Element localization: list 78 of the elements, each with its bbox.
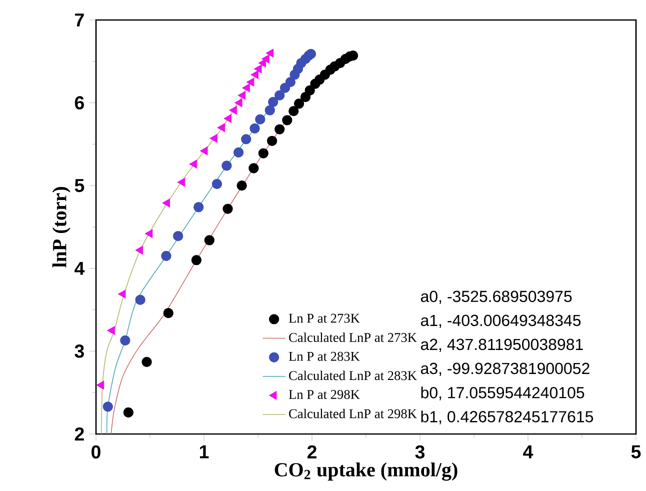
point: [294, 98, 304, 109]
point: [96, 380, 104, 390]
point: [123, 407, 134, 418]
point: [120, 335, 130, 346]
point: [210, 134, 218, 143]
y-axis-title: lnP (torr): [52, 187, 70, 268]
y-tick-label: 3: [74, 344, 84, 358]
x-tick-label: 1: [200, 445, 209, 458]
point: [246, 78, 254, 87]
legend-label: Ln P at 273K: [288, 314, 360, 323]
x-tick-label: 4: [523, 445, 534, 458]
y-tick-label: 7: [75, 14, 84, 26]
annotation: a1, -403.00649348345: [420, 314, 581, 328]
y-tick-label: 6: [74, 96, 84, 110]
point: [266, 48, 274, 58]
point: [144, 229, 153, 238]
legend-label: Ln P at 283K: [288, 352, 360, 361]
point: [189, 160, 197, 168]
point: [258, 148, 268, 158]
point: [274, 90, 285, 100]
point: [173, 231, 184, 242]
point: [254, 64, 262, 74]
point: [255, 114, 266, 124]
point: [282, 115, 292, 126]
point: [191, 255, 202, 266]
point: [268, 96, 278, 108]
legend-label: Calculated LnP at 298K: [289, 408, 417, 418]
point: [118, 290, 126, 298]
point: [241, 134, 252, 144]
point: [212, 178, 222, 190]
point: [162, 198, 170, 208]
point: [266, 136, 278, 146]
point: [224, 114, 232, 123]
annotation: b1, 0.426578245177615: [421, 410, 594, 424]
point: [222, 204, 233, 214]
point: [288, 106, 299, 116]
x-axis-title: CO$_{2}$ uptake (mmol/g): [274, 462, 458, 481]
point: [194, 202, 204, 212]
annotation: a2, 437.811950038981: [420, 338, 583, 352]
legend-label: Calculated LnP at 283K: [289, 370, 417, 380]
x-tick-label: 2: [307, 445, 316, 458]
legend-label: Ln P at 298K: [288, 390, 360, 399]
point: [229, 106, 237, 115]
point: [177, 178, 186, 187]
point: [217, 123, 226, 132]
point: [250, 70, 259, 80]
annotation: a3, -99.9287381900052: [420, 362, 590, 376]
point: [238, 90, 246, 100]
point: [264, 105, 275, 116]
point: [242, 83, 250, 92]
point: [250, 123, 260, 134]
legend-label: Calculated LnP at 273K: [289, 332, 417, 342]
point: [135, 246, 143, 255]
point: [236, 180, 247, 191]
point: [274, 124, 285, 134]
point: [102, 402, 113, 412]
annotation: a0, -3525.689503975: [420, 290, 572, 304]
point: [107, 326, 115, 335]
point: [161, 250, 172, 262]
annotation: b0, 17.0559544240105: [421, 386, 584, 400]
x-tick-label: 0: [92, 445, 100, 459]
point: [285, 77, 296, 88]
x-tick-label: 3: [415, 445, 425, 459]
point: [200, 146, 208, 156]
point: [163, 308, 174, 318]
x-tick-label: 5: [631, 445, 641, 458]
point: [204, 235, 214, 246]
point: [233, 147, 244, 158]
point: [248, 163, 259, 174]
point: [142, 356, 152, 368]
point: [234, 98, 242, 108]
point: [262, 54, 270, 64]
y-tick-label: 4: [74, 262, 85, 275]
y-tick-label: 5: [74, 179, 84, 192]
y-tick-label: 2: [74, 427, 84, 440]
point: [222, 160, 232, 171]
point: [135, 294, 146, 305]
point: [304, 85, 315, 96]
